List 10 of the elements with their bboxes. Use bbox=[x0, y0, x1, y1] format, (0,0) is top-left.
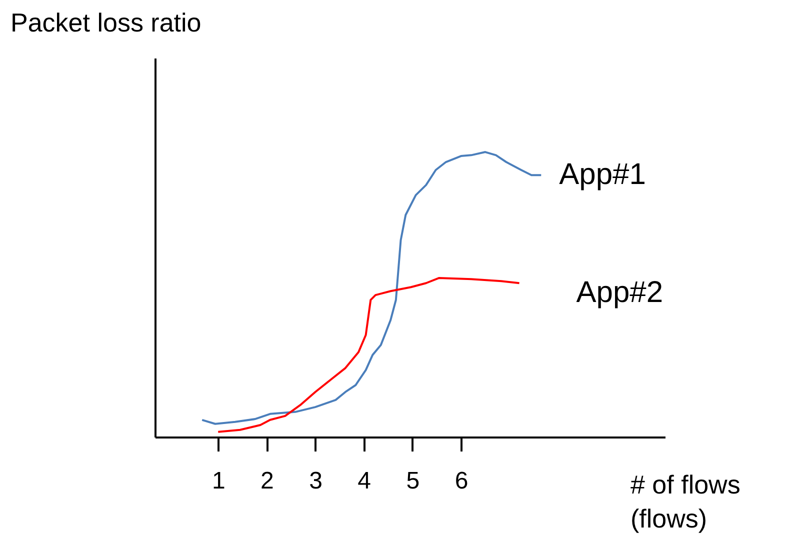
x-tick-label: 4 bbox=[358, 468, 372, 494]
x-tick-label: 6 bbox=[454, 468, 468, 494]
series-label: App#1 bbox=[559, 158, 646, 192]
y-axis-title: Packet loss ratio bbox=[10, 8, 202, 38]
x-axis-title: # of flows (flows) bbox=[630, 470, 740, 534]
x-tick-label: 2 bbox=[260, 468, 274, 494]
series-label: App#2 bbox=[576, 276, 664, 310]
x-tick-label: 3 bbox=[309, 468, 322, 494]
x-tick-label: 5 bbox=[406, 468, 420, 494]
x-tick-label: 1 bbox=[212, 468, 226, 494]
